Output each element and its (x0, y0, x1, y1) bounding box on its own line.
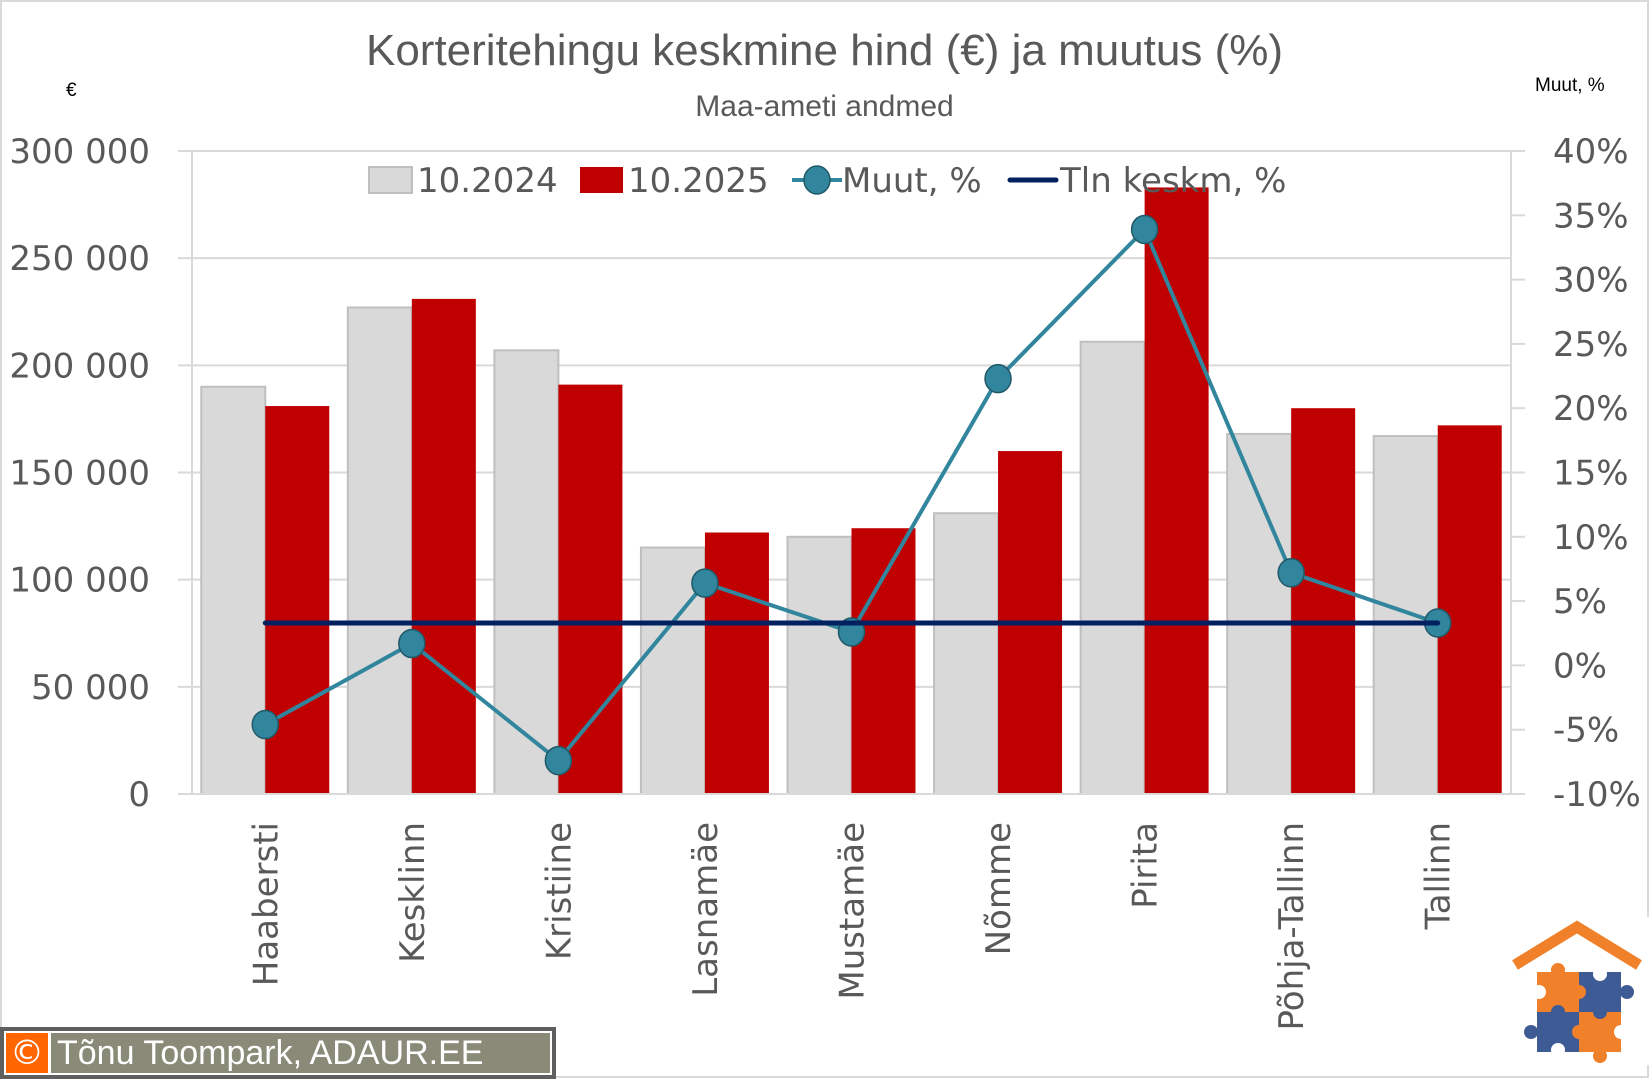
y2-tick-label: -10% (1553, 775, 1641, 815)
y2-tick-label: 15% (1553, 454, 1629, 494)
y-tick-label: 300 000 (9, 132, 150, 172)
bar-10-2025 (558, 384, 623, 794)
bar-10-2024 (346, 306, 413, 795)
y2-tick-label: 10% (1553, 518, 1629, 558)
bar-10-2024 (1079, 340, 1146, 795)
y-tick-label: 50 000 (31, 668, 150, 708)
y-tick-label: 0 (128, 775, 150, 815)
y2-tick-label: 0% (1553, 646, 1607, 686)
y2-tick-label: 5% (1553, 582, 1607, 622)
left-axis-unit: € (66, 80, 77, 101)
category-label: Nõmme (979, 822, 1019, 955)
legend-label-2025: 10.2025 (628, 161, 769, 201)
bar-10-2024 (933, 512, 1000, 795)
bar-10-2025 (411, 298, 476, 794)
y2-tick-label: 40% (1553, 132, 1629, 172)
category-label: Tallinn (1419, 822, 1459, 930)
bar-series (200, 187, 1502, 795)
category-label: Mustamäe (833, 822, 873, 1000)
change-marker (1130, 214, 1159, 245)
copyright-badge: © Tõnu Toompark, ADAUR.EE (0, 1027, 556, 1079)
bar-10-2025 (851, 528, 916, 794)
legend: 10.2024 10.2025 Muut, % Tln keskm, % (368, 161, 1286, 201)
bar-10-2025 (1291, 408, 1356, 794)
legend-swatch-2024 (368, 166, 413, 194)
category-label: Põhja-Tallinn (1272, 822, 1312, 1030)
bar-10-2024 (786, 535, 853, 795)
legend-label-average: Tln keskm, % (1059, 161, 1286, 201)
y-tick-label: 100 000 (9, 561, 150, 601)
legend-label-2024: 10.2024 (417, 161, 558, 201)
right-axis-unit: Muut, % (1535, 75, 1605, 96)
line-series (251, 214, 1452, 776)
copyright-text: Tõnu Toompark, ADAUR.EE (51, 1033, 550, 1073)
adaur-logo (1507, 917, 1649, 1065)
y2-tick-label: -5% (1553, 711, 1619, 751)
right-axis-ticks: -10% -5% 0% 5% 10% 15% 20% 25% 30% 35% 40% (1511, 132, 1641, 815)
puzzle-house-icon (1512, 920, 1642, 1063)
chart-subtitle: Maa-ameti andmed (695, 90, 954, 123)
change-marker (1277, 558, 1305, 588)
bar-10-2025 (704, 532, 769, 794)
change-marker (984, 363, 1012, 394)
category-label: Pirita (1126, 822, 1166, 909)
change-marker (251, 709, 280, 740)
y-tick-label: 250 000 (9, 239, 150, 279)
left-axis-ticks: 0 50 000 100 000 150 000 200 000 250 000 300 0… (9, 132, 150, 815)
category-labels: Haabersti Kesklinn Kristiine Lasnamäe Mustam… (246, 822, 1458, 1030)
y2-tick-label: 30% (1553, 261, 1629, 301)
legend-swatch-2025 (580, 167, 623, 193)
y2-tick-label: 35% (1553, 196, 1629, 236)
bar-10-2025 (265, 406, 330, 794)
change-marker (398, 628, 426, 659)
bar-10-2024 (493, 349, 560, 795)
category-label: Kesklinn (393, 822, 433, 963)
bar-10-2025 (1437, 425, 1502, 794)
bar-10-2025 (1144, 187, 1209, 795)
legend-label-change: Muut, % (842, 161, 982, 201)
bar-10-2024 (1226, 432, 1293, 795)
legend-marker-change (803, 165, 831, 195)
y-tick-label: 150 000 (9, 454, 150, 494)
category-label: Kristiine (539, 822, 579, 960)
copyright-icon: © (6, 1033, 51, 1073)
chart-title: Korteritehingu keskmine hind (€) ja muut… (365, 26, 1284, 75)
category-label: Haabersti (246, 822, 286, 986)
change-marker (544, 745, 573, 776)
change-marker (691, 568, 719, 598)
y-tick-label: 200 000 (9, 346, 150, 386)
y2-tick-label: 25% (1553, 325, 1629, 365)
category-label: Lasnamäe (686, 822, 726, 997)
y2-tick-label: 20% (1553, 389, 1629, 429)
